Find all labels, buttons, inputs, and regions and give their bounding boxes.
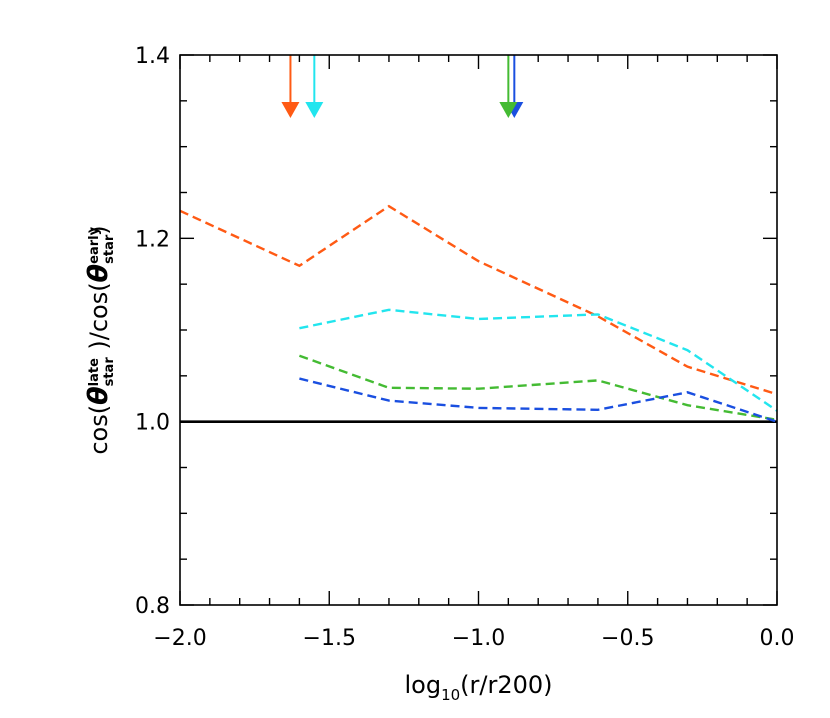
- series-line-1: [179, 204, 778, 396]
- y-axis-title-num-sub: star: [102, 357, 117, 387]
- y-axis-title-prefix: cos(: [85, 405, 113, 455]
- y-axis-title-den-sub: star: [102, 234, 117, 264]
- series-line-3: [298, 354, 778, 421]
- plot-frame: [179, 54, 778, 606]
- x-tick-label: −0.5: [601, 626, 654, 651]
- series-group: [179, 204, 778, 423]
- marker-arrow-head-2: [305, 102, 324, 118]
- x-tick-label: 0.0: [760, 626, 795, 651]
- y-axis-title-num-sup: late: [87, 358, 102, 386]
- x-tick-labels: −2.0 −1.5 −1.0 −0.5 0.0: [153, 626, 794, 651]
- y-axis-title-theta-den: θ: [83, 264, 114, 283]
- y-tick-label: 1.4: [135, 44, 170, 69]
- x-axis-title: log10(r/r200): [404, 671, 552, 704]
- y-axis-title: cos(θlatestar )/cos(θearlystar): [83, 225, 117, 454]
- x-tick-label: −1.5: [303, 626, 356, 651]
- y-axis-title-theta-num: θ: [83, 386, 114, 405]
- x-tick-label: −1.0: [452, 626, 505, 651]
- y-tick-label: 1.0: [135, 411, 170, 436]
- marker-group: [281, 55, 524, 118]
- y-axis-title-mid: )/cos(: [85, 282, 113, 357]
- series-line-2: [299, 308, 778, 412]
- axis-ticks: [179, 54, 778, 606]
- y-axis-title-den-sup: early: [87, 226, 102, 263]
- x-axis-title-main: log: [404, 671, 441, 699]
- x-tick-label: −2.0: [153, 626, 206, 651]
- x-axis-title-sub: 10: [441, 686, 460, 704]
- x-axis-title-rest: (r/r200): [460, 671, 552, 699]
- marker-arrow-head-1: [281, 102, 300, 118]
- y-tick-labels: 0.8 1.0 1.2 1.4: [135, 44, 170, 619]
- series-line-4: [299, 377, 778, 423]
- marker-arrow-head-4: [499, 102, 518, 118]
- y-tick-label: 0.8: [135, 594, 170, 619]
- y-axis-title-suffix: ): [85, 225, 113, 234]
- y-tick-label: 1.2: [135, 227, 170, 252]
